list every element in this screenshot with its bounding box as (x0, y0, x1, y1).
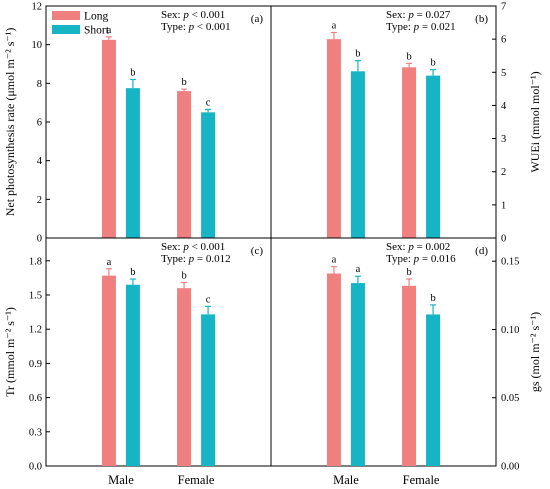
panel-c: 0.0 0.3 0.6 0.9 1.2 1.5 1.8 a b b c (c) Tr (mmol m⁻²… (3, 237, 272, 487)
y-tick-label: 4 (501, 101, 507, 112)
legend: Long Short (52, 11, 110, 37)
bar-long-male (326, 39, 341, 239)
y-tick-label: 0 (501, 234, 506, 245)
legend-swatch-short (52, 25, 80, 34)
bar-short-male (350, 283, 365, 466)
significance-letter: c (206, 97, 211, 108)
y-tick-label: 1.5 (29, 291, 42, 302)
y-tick-label: 2 (501, 167, 506, 178)
panel-a: 0 2 4 6 8 10 12 a b b c (a) Net photosynthesis rate … (3, 2, 272, 245)
y-tick-label: 0.9 (29, 359, 42, 370)
y-tick-label: 7 (501, 2, 506, 13)
y-tick-label: 4 (37, 156, 43, 167)
significance-letter: b (355, 49, 360, 60)
panel-frame (45, 5, 272, 239)
bar-long-female (177, 288, 192, 466)
panel-b: 0 1 2 3 4 5 6 7 a b b b (b) WUEi (mmol mol⁻¹) (270, 2, 542, 245)
panel-label: (c) (251, 245, 264, 257)
y-tick-label: 6 (501, 35, 506, 46)
bar-short-female (201, 112, 216, 238)
y-tick-label: 1.2 (29, 325, 42, 336)
y-tick-label: 0.15 (501, 257, 519, 268)
y-tick-label: 1.8 (29, 256, 42, 267)
legend-label-long: Long (84, 11, 109, 23)
bar-short-male (125, 284, 140, 466)
bar-long-male (101, 275, 116, 466)
y-axis-label: WUEi (mmol mol⁻¹) (528, 71, 542, 172)
significance-letter: a (107, 25, 112, 36)
bar-long-female (177, 91, 192, 238)
stat-line: Type: p = 0.021 (386, 21, 456, 33)
bar-short-male (350, 71, 365, 238)
panel-label: (a) (251, 13, 264, 25)
x-category-label: Female (178, 473, 215, 487)
x-category-label: Male (108, 473, 134, 487)
legend-label-short: Short (84, 25, 110, 37)
y-tick-label: 0.05 (501, 393, 519, 404)
y-tick-label: 3 (501, 134, 506, 145)
stat-line: Type: p < 0.001 (161, 21, 231, 33)
bar-long-female (402, 285, 417, 466)
y-tick-label: 0.3 (29, 427, 42, 438)
y-tick-label: 0.6 (29, 393, 42, 404)
y-axis-label: Tr (mmol m⁻² s⁻¹) (3, 307, 17, 397)
y-tick-label: 5 (501, 68, 506, 79)
y-tick-label: 12 (32, 2, 43, 13)
stat-line: Sex: p = 0.002 (386, 241, 450, 253)
stat-line: Type: p = 0.012 (161, 253, 231, 265)
panel-frame (45, 237, 272, 467)
x-category-label: Female (403, 473, 440, 487)
significance-letter: b (430, 58, 435, 69)
panel-frame (270, 237, 497, 467)
y-tick-label: 0.10 (501, 325, 519, 336)
bar-long-female (402, 67, 417, 238)
significance-letter: b (181, 77, 186, 88)
stat-line: Sex: p = 0.027 (386, 9, 451, 21)
panel-label: (d) (475, 245, 488, 257)
y-axis-label: gs (mol m⁻² s⁻¹) (528, 312, 542, 392)
y-tick-label: 0.00 (501, 462, 519, 473)
y-tick-label: 2 (37, 195, 42, 206)
legend-swatch-long (52, 11, 80, 20)
bar-short-female (426, 314, 441, 466)
bar-long-male (101, 39, 116, 239)
y-tick-label: 0.0 (29, 462, 42, 473)
stat-line: Sex: p < 0.001 (161, 241, 225, 253)
significance-letter: b (430, 293, 435, 304)
panel-d: 0.00 0.05 0.10 0.15 a b a b (d) gs (mol m⁻² s⁻¹) M… (270, 237, 542, 487)
y-tick-label: 10 (32, 40, 43, 51)
y-tick-label: 8 (37, 79, 42, 90)
significance-letter: a (332, 21, 337, 32)
bar-short-female (201, 314, 216, 466)
y-tick-label: 0 (37, 234, 42, 245)
significance-letter: c (206, 294, 211, 305)
significance-letter: b (130, 267, 135, 278)
significance-letter: a (356, 264, 361, 275)
stat-line: Sex: p < 0.001 (161, 9, 225, 21)
significance-letter: a (107, 257, 112, 268)
bar-long-male (326, 273, 341, 466)
bar-short-male (125, 88, 140, 239)
y-axis-label: Net photosynthesis rate (μmol m⁻² s⁻¹) (3, 28, 17, 217)
significance-letter: a (332, 255, 337, 266)
significance-letter: b (181, 270, 186, 281)
y-tick-label: 6 (37, 118, 42, 129)
bar-short-female (426, 75, 441, 238)
significance-letter: b (406, 51, 411, 62)
stat-line: Type: p = 0.016 (386, 253, 456, 265)
y-tick-label: 1 (501, 200, 506, 211)
x-category-label: Male (333, 473, 359, 487)
significance-letter: b (130, 67, 135, 78)
panel-frame (270, 5, 497, 239)
significance-letter: b (406, 267, 411, 278)
panel-label: (b) (475, 13, 488, 25)
